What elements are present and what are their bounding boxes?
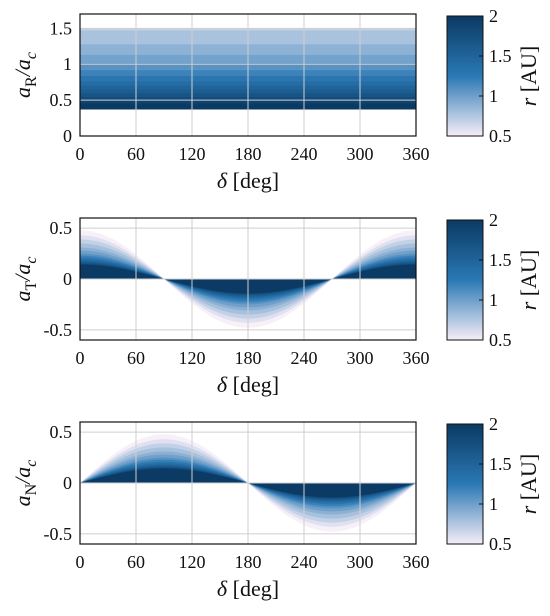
colorbar-scale <box>446 423 484 545</box>
xtick-label: 240 <box>291 348 318 368</box>
xtick-label: 60 <box>127 348 145 368</box>
xtick-label: 120 <box>179 552 206 572</box>
xtick-label: 180 <box>235 552 262 572</box>
colorbar-label: r [AU] <box>516 250 541 311</box>
ytick-label: 1 <box>63 54 72 74</box>
ytick-label: 0.5 <box>50 422 73 442</box>
ytick-label: 0.5 <box>50 218 73 238</box>
panel-bottom: 0 60 120 180 240 300 360-0.500.5δ [deg]aN/ac <box>10 421 430 601</box>
ytick-label: 0 <box>63 473 72 493</box>
colorbar-tick-label: 2 <box>489 6 498 26</box>
colorbar-top: 0.5 1 1.5 2 r [AU] <box>446 6 541 146</box>
y-axis-label: aN/ac <box>10 460 40 507</box>
plot-frame <box>79 13 417 137</box>
xtick-label: 120 <box>179 144 206 164</box>
xtick-label: 120 <box>179 348 206 368</box>
ytick-label: 1.5 <box>50 18 73 38</box>
xtick-label: 240 <box>291 552 318 572</box>
xtick-label: 360 <box>403 348 430 368</box>
colorbar-tick-label: 1 <box>489 86 498 106</box>
colorbar-tick-label: 0.5 <box>489 534 512 554</box>
xtick-label: 360 <box>403 144 430 164</box>
colorbar-label: r [AU] <box>516 46 541 107</box>
xtick-label: 0 <box>76 552 85 572</box>
xtick-label: 60 <box>127 144 145 164</box>
colorbar-tick-label: 1 <box>489 494 498 514</box>
colorbar-tick-label: 2 <box>489 210 498 230</box>
xtick-label: 360 <box>403 552 430 572</box>
colorbar-tick-label: 0.5 <box>489 330 512 350</box>
xtick-label: 0 <box>76 144 85 164</box>
colorbar-label: r [AU] <box>516 454 541 515</box>
colorbar-scale <box>446 15 484 137</box>
ytick-label: 0 <box>63 269 72 289</box>
panel-top: 0 60 120 180 240 300 360 0 0.5 1 1.5 δ [deg] aR/ac <box>10 13 430 193</box>
xtick-label: 180 <box>235 348 262 368</box>
plot-frame <box>79 217 417 341</box>
xtick-label: 300 <box>347 348 374 368</box>
ytick-label: 0 <box>63 126 72 146</box>
ytick-label: -0.5 <box>44 320 73 340</box>
xtick-label: 300 <box>347 552 374 572</box>
panel-middle: 0 60 120 180 240 300 360-0.500.5δ [deg]aT/ac <box>10 217 430 397</box>
colorbar-tick-label: 2 <box>489 414 498 434</box>
plot-frame <box>79 421 417 545</box>
xtick-label: 300 <box>347 144 374 164</box>
xtick-label: 0 <box>76 348 85 368</box>
xtick-label: 60 <box>127 552 145 572</box>
colorbar-tick-label: 1.5 <box>489 46 512 66</box>
colorbar-tick-label: 1 <box>489 290 498 310</box>
colorbar-bottom: 0.5 1 1.5 2 r [AU] <box>446 414 541 554</box>
grid-bottom <box>79 422 417 544</box>
grid-middle <box>79 218 417 340</box>
ytick-label: -0.5 <box>44 524 73 544</box>
xtick-label: 240 <box>291 144 318 164</box>
y-axis-label: aT/ac <box>10 256 40 301</box>
ytick-label: 0.5 <box>50 90 73 110</box>
colorbar-scale <box>446 219 484 341</box>
colorbar-tick-label: 1.5 <box>489 454 512 474</box>
x-axis-label: δ [deg] <box>217 576 279 601</box>
colorbar-tick-label: 0.5 <box>489 126 512 146</box>
xtick-label: 180 <box>235 144 262 164</box>
colorbar-tick-label: 1.5 <box>489 250 512 270</box>
colorbar-middle: 0.5 1 1.5 2 r [AU] <box>446 210 541 350</box>
x-axis-label: δ [deg] <box>217 372 279 397</box>
y-axis-label: aR/ac <box>10 52 40 98</box>
x-axis-label: δ [deg] <box>217 168 279 193</box>
